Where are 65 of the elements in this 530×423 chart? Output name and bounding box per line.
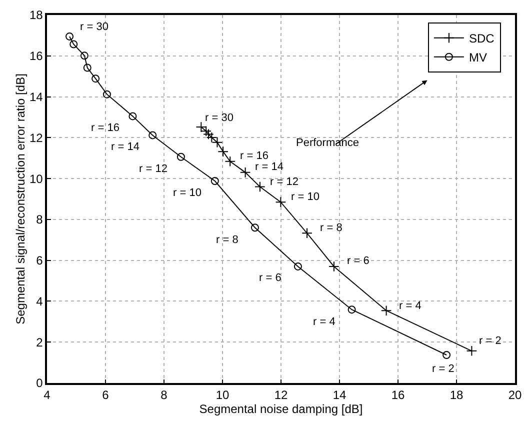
- x-tick-label: 6: [102, 388, 110, 402]
- point: [466, 346, 478, 356]
- y-tick-label: 6: [36, 254, 44, 268]
- y-axis-title: Segmental signal/reconstruction error ratio [dB]: [13, 74, 28, 324]
- annotation: r = 12: [270, 176, 298, 188]
- point: [302, 228, 312, 239]
- y-tick-label: 0: [36, 376, 44, 390]
- point: [102, 90, 111, 98]
- x-tick-label: 18: [450, 388, 464, 402]
- annotation: r = 14: [111, 141, 140, 153]
- y-tick-label: 10: [29, 172, 44, 186]
- x-tick-label: 16: [391, 388, 405, 402]
- annotation: r = 30: [80, 21, 108, 33]
- annotation: r = 16: [91, 122, 120, 134]
- annotation: Performance: [296, 137, 359, 149]
- y-tick-label: 2: [36, 335, 44, 350]
- annotation: r = 16: [240, 150, 268, 162]
- point: [254, 181, 266, 192]
- point: [294, 262, 302, 270]
- y-tick-label: 8: [36, 212, 44, 227]
- annotation: r = 14: [255, 161, 284, 173]
- x-tick-label: 14: [332, 388, 346, 402]
- legend-label: MV: [468, 50, 487, 65]
- x-tick-label: 12: [274, 388, 288, 402]
- annotation: r = 10: [173, 187, 202, 199]
- point: [176, 152, 185, 161]
- point: [348, 306, 356, 314]
- point: [442, 350, 451, 359]
- point: [275, 196, 286, 208]
- annotation: r = 4: [399, 300, 422, 312]
- point: [224, 156, 236, 167]
- point: [250, 224, 259, 232]
- annotation: r = 2: [479, 335, 502, 347]
- point: [218, 146, 228, 157]
- y-tick-label: 12: [29, 130, 44, 145]
- annotation: r = 2: [432, 363, 454, 375]
- annotation: r = 6: [259, 272, 282, 284]
- point: [148, 131, 157, 140]
- annotation: r = 6: [347, 255, 370, 267]
- x-tick-label: 20: [508, 388, 522, 402]
- x-axis-title: Segmental noise damping [dB]: [199, 402, 363, 416]
- annotation: r = 4: [313, 316, 336, 328]
- point: [66, 32, 74, 40]
- point: [210, 177, 219, 186]
- y-tick-label: 14: [29, 90, 44, 104]
- point: [203, 128, 214, 140]
- x-tick-label: 8: [160, 388, 168, 402]
- legend-label: SDC: [468, 32, 495, 46]
- annotation: r = 12: [139, 163, 168, 175]
- annotation: r = 10: [291, 191, 320, 203]
- annotation: r = 30: [205, 112, 234, 124]
- y-tick-label: 18: [29, 8, 44, 22]
- point: [128, 112, 137, 120]
- point: [240, 167, 251, 178]
- point: [80, 52, 88, 60]
- point: [92, 74, 100, 83]
- point: [83, 64, 92, 72]
- y-tick-label: 4: [36, 294, 44, 308]
- annotation: r = 8: [216, 234, 238, 246]
- y-tick-label: 16: [29, 49, 44, 64]
- point: [70, 40, 78, 48]
- point: [380, 305, 392, 316]
- point: [328, 261, 340, 272]
- annotation: r = 8: [320, 222, 342, 234]
- x-tick-label: 10: [216, 388, 230, 402]
